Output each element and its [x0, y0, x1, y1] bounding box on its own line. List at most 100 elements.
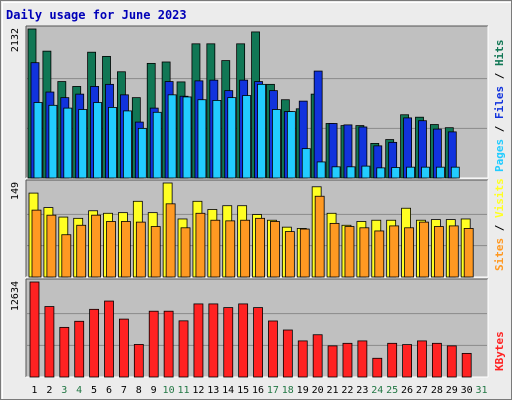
bar-pages-day-5	[93, 102, 103, 179]
bar-kbytes-day-24	[372, 357, 383, 378]
legend-separator: /	[493, 66, 506, 86]
legend-entry-sites: Sites	[493, 238, 506, 271]
bar-kbytes-day-30	[461, 352, 472, 378]
bar-kbytes-day-25	[387, 342, 398, 378]
bar-kbytes-day-18	[282, 329, 293, 378]
panel-kbytes: 12634 KBytes	[10, 278, 506, 378]
bar-kbytes-day-19	[297, 340, 308, 378]
bar-pages-day-10	[167, 94, 177, 179]
bar-sites-day-28	[433, 226, 444, 278]
x-tick-label: 15	[237, 385, 249, 396]
bar-sites-day-12	[195, 212, 206, 278]
bar-pages-day-13	[212, 100, 222, 179]
bar-kbytes-day-7	[119, 318, 129, 378]
legend-label-hits-files-pages: Pages / Files / Hits	[493, 40, 506, 173]
bar-kbytes-day-8	[133, 344, 144, 378]
bar-sites-day-26	[404, 227, 414, 278]
legend-label-kbytes: KBytes	[493, 331, 506, 371]
x-tick-label: 22	[341, 385, 353, 396]
x-tick-label: 11	[177, 385, 189, 396]
x-tick-label: 25	[386, 385, 398, 396]
x-tick-label: 4	[76, 385, 82, 396]
y-axis-max-label: 12634	[10, 281, 21, 311]
bar-sites-day-15	[240, 219, 251, 278]
bar-sites-day-10	[165, 203, 176, 278]
x-tick-label: 31	[476, 385, 488, 396]
bar-sites-day-30	[463, 228, 474, 278]
bar-sites-day-20	[314, 195, 325, 278]
legend-entry-pages: Pages	[493, 139, 506, 172]
x-tick-label: 19	[297, 385, 309, 396]
bar-pages-day-18	[286, 111, 296, 179]
x-tick-label: 18	[282, 385, 294, 396]
x-tick-label: 8	[136, 385, 142, 396]
bar-pages-day-21	[331, 166, 341, 179]
bar-sites-day-7	[121, 221, 131, 278]
legend-entry-hits: Hits	[493, 40, 506, 67]
bar-pages-day-22	[346, 166, 356, 179]
bar-kbytes-day-13	[208, 303, 219, 378]
bar-kbytes-day-29	[446, 345, 457, 378]
panel-visits-sites: 149 Sites / Visits	[10, 178, 506, 278]
bar-sites-day-4	[76, 224, 87, 278]
bar-kbytes-day-3	[59, 326, 70, 378]
x-tick-label: 3	[61, 385, 67, 396]
bar-kbytes-day-14	[223, 307, 234, 378]
bar-kbytes-day-17	[268, 320, 278, 378]
bar-sites-day-1	[31, 209, 42, 278]
bar-pages-day-9	[152, 111, 162, 179]
x-tick-label: 23	[356, 385, 368, 396]
bar-pages-day-8	[137, 127, 147, 179]
x-tick-label: 9	[151, 385, 157, 396]
x-tick-label: 20	[312, 385, 324, 396]
x-tick-label: 21	[326, 385, 338, 396]
x-tick-label: 16	[252, 385, 264, 396]
bar-sites-day-19	[299, 228, 310, 278]
bar-kbytes-day-4	[74, 320, 85, 378]
bar-kbytes-day-5	[89, 308, 100, 378]
bar-kbytes-day-1	[29, 281, 40, 378]
bar-sites-day-14	[225, 220, 236, 278]
bar-pages-day-15	[242, 95, 252, 179]
bar-sites-day-17	[270, 221, 280, 278]
bar-sites-day-3	[61, 234, 72, 278]
legend-entry-visits: Visits	[493, 178, 506, 218]
x-tick-label: 7	[121, 385, 127, 396]
bar-sites-day-13	[210, 219, 221, 278]
bar-sites-day-11	[180, 227, 191, 278]
y-axis-max-label: 2132	[10, 28, 21, 52]
bar-pages-day-20	[316, 161, 326, 179]
x-tick-label: 29	[446, 385, 458, 396]
x-tick-label: 1	[31, 385, 37, 396]
legend-separator: /	[493, 119, 506, 139]
chart-title: Daily usage for June 2023	[6, 8, 187, 22]
x-tick-label: 5	[91, 385, 97, 396]
bar-pages-day-29	[450, 166, 460, 179]
bar-sites-day-27	[419, 221, 429, 278]
bar-pages-day-11	[182, 96, 192, 179]
legend-label-text: Pages / Files / Hits	[493, 40, 506, 173]
bar-sites-day-24	[374, 230, 385, 278]
x-tick-label: 24	[371, 385, 383, 396]
panel-hits-files-pages: 2132 Pages / Files / Hits	[10, 25, 506, 179]
bar-kbytes-day-22	[342, 342, 353, 378]
x-tick-label: 30	[461, 385, 473, 396]
bar-pages-day-23	[361, 165, 371, 179]
bar-pages-day-7	[123, 110, 132, 179]
bar-pages-day-16	[257, 83, 266, 179]
bar-sites-day-2	[46, 214, 57, 278]
bar-kbytes-day-10	[163, 310, 174, 378]
x-tick-label: 28	[431, 385, 443, 396]
bar-kbytes-day-26	[402, 344, 412, 378]
x-tick-label: 13	[207, 385, 219, 396]
legend-separator: /	[493, 218, 506, 238]
x-tick-label: 27	[416, 385, 428, 396]
bar-pages-day-14	[227, 97, 237, 179]
bar-kbytes-day-15	[238, 303, 249, 378]
bar-kbytes-day-12	[193, 303, 204, 378]
bar-kbytes-day-27	[417, 340, 427, 378]
bar-kbytes-day-23	[357, 340, 368, 378]
bar-sites-day-23	[359, 227, 370, 278]
